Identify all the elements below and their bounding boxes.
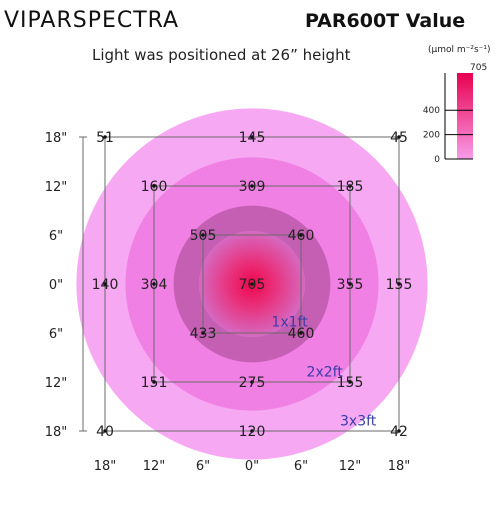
par-value: 304 xyxy=(141,277,168,293)
measure-dot xyxy=(103,135,107,139)
y-tick-label: 6" xyxy=(49,229,63,244)
legend-tick-label: 400 xyxy=(423,106,440,116)
measure-dot xyxy=(103,429,107,433)
x-tick-label: 12" xyxy=(339,459,362,474)
measure-dot xyxy=(152,380,156,384)
par-value: 120 xyxy=(239,424,266,440)
par-value: 460 xyxy=(288,228,315,244)
y-tick-label: 18" xyxy=(45,131,68,146)
measure-dot xyxy=(397,282,401,286)
measure-dot xyxy=(299,233,303,237)
par-value: 51 xyxy=(96,130,114,146)
measure-dot xyxy=(250,380,254,384)
brand-logo: VIPARSPECTRA xyxy=(4,8,179,33)
y-tick-label: 0" xyxy=(49,278,63,293)
measure-dot xyxy=(103,282,107,286)
legend-max-label: 705 xyxy=(470,63,487,73)
y-tick-label: 12" xyxy=(45,376,68,391)
legend-color-bar xyxy=(457,73,473,159)
measure-dot xyxy=(348,380,352,384)
par-value: 355 xyxy=(337,277,364,293)
x-tick-label: 6" xyxy=(196,459,210,474)
legend-tick-label: 0 xyxy=(434,155,440,165)
legend-tick-label: 200 xyxy=(423,131,440,141)
x-tick-label: 18" xyxy=(388,459,411,474)
y-tick-label: 6" xyxy=(49,327,63,342)
par-value: 155 xyxy=(386,277,413,293)
y-tick-label: 18" xyxy=(45,425,68,440)
par-value: 160 xyxy=(141,179,168,195)
x-axis-ticks: 18" 12" 6" 0" 6" 12" 18" xyxy=(94,459,411,474)
par-value: 185 xyxy=(337,179,364,195)
y-scale-bar xyxy=(79,136,87,432)
measure-dot xyxy=(201,233,205,237)
par-value: 40 xyxy=(96,424,114,440)
measure-dot xyxy=(201,331,205,335)
measure-dot xyxy=(397,429,401,433)
area-label-1x1ft: 1x1ft xyxy=(271,314,308,330)
legend-ticks: 400 200 0 xyxy=(423,106,473,165)
measure-dot xyxy=(250,184,254,188)
measure-dot xyxy=(152,282,156,286)
measure-dot xyxy=(348,282,352,286)
area-label-3x3ft: 3x3ft xyxy=(340,413,377,429)
legend: (μmol m⁻²s⁻¹) 705 400 200 0 xyxy=(423,45,491,165)
legend-unit: (μmol m⁻²s⁻¹) xyxy=(428,45,491,55)
par-value: 309 xyxy=(239,179,266,195)
par-value: 151 xyxy=(141,375,168,391)
par-value: 705 xyxy=(239,277,266,293)
chart-subtitle: Light was positioned at 26” height xyxy=(92,46,351,64)
area-square-1x1ft xyxy=(202,234,302,334)
x-tick-label: 0" xyxy=(245,459,259,474)
measure-dot xyxy=(250,429,254,433)
par-value: 45 xyxy=(390,130,408,146)
par-value: 505 xyxy=(190,228,217,244)
x-tick-label: 18" xyxy=(94,459,117,474)
chart-title: PAR600T Value xyxy=(305,10,465,32)
par-value: 460 xyxy=(288,326,315,342)
par-value: 145 xyxy=(239,130,266,146)
par-value: 433 xyxy=(190,326,217,342)
par-value: 275 xyxy=(239,375,266,391)
measure-dot xyxy=(299,331,303,335)
x-tick-label: 12" xyxy=(143,459,166,474)
measure-dot xyxy=(250,135,254,139)
area-label-2x2ft: 2x2ft xyxy=(307,364,344,380)
y-tick-label: 12" xyxy=(45,180,68,195)
par-value: 155 xyxy=(337,375,364,391)
measure-dot xyxy=(152,184,156,188)
measure-dot xyxy=(397,135,401,139)
measure-dot xyxy=(250,282,254,286)
par-value: 140 xyxy=(92,277,119,293)
y-axis-ticks: 18" 12" 6" 0" 6" 12" 18" xyxy=(45,131,68,440)
x-tick-label: 6" xyxy=(294,459,308,474)
par-points: 51 145 45 160 309 185 505 460 140 304 705 355 155 433… xyxy=(92,130,413,440)
measure-dot xyxy=(348,184,352,188)
par-value: 42 xyxy=(390,424,408,440)
